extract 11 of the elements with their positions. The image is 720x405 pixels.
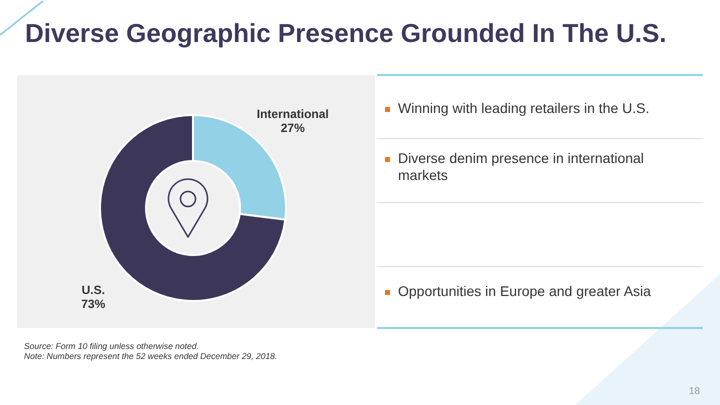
source-note: Source: Form 10 filing unless otherwise noted.	[24, 341, 199, 351]
slice-label: International	[256, 107, 329, 122]
text: Winning with leading retailers in the U.S.	[398, 100, 650, 117]
data-label: 27%	[280, 121, 306, 136]
chart-title: Diverse Geographic Presence Grounded In The U.S.	[25, 18, 667, 49]
data-label: 73%	[81, 296, 106, 311]
text: Diverse denim presence in international markets	[398, 150, 645, 184]
text: 18	[688, 386, 700, 397]
text: Opportunities in Europe and greater Asia	[398, 283, 652, 300]
slice-label: U.S.	[82, 282, 105, 297]
text: Note: Numbers represent the 52 weeks ended December 29, 2018.	[24, 351, 278, 361]
